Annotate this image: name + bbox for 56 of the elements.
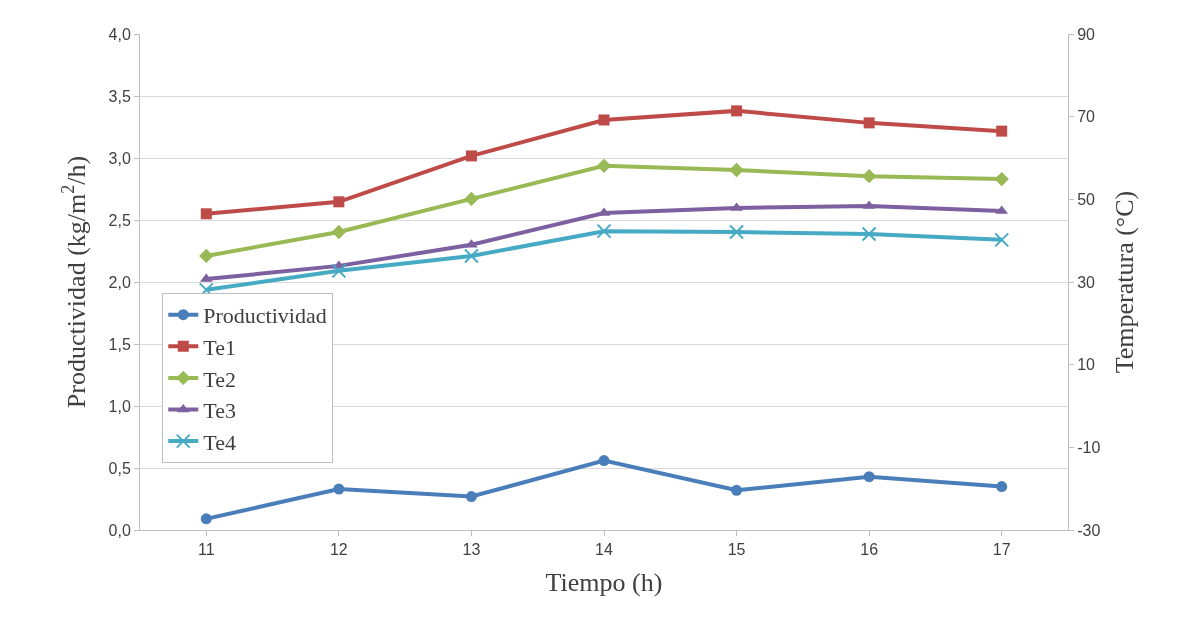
- point: [996, 481, 1008, 493]
- point: [465, 150, 477, 162]
- x-tick-label: 11: [197, 541, 215, 559]
- y-tick-label: 3,5: [108, 87, 131, 105]
- point: [331, 224, 347, 240]
- point: [731, 484, 743, 496]
- point: [598, 114, 610, 126]
- point: [596, 223, 612, 239]
- point: [596, 158, 612, 173]
- point: [598, 455, 610, 467]
- y-tick-label: 1,5: [108, 335, 131, 353]
- y2-tick-label: 90: [1077, 25, 1096, 43]
- x-tick-label: 16: [860, 541, 879, 559]
- y2-tick-label: 10: [1077, 356, 1096, 374]
- x-tick-label: 12: [329, 541, 348, 559]
- x-tick-label: 13: [462, 541, 481, 559]
- point: [200, 208, 212, 220]
- point: [863, 471, 875, 483]
- point: [994, 171, 1009, 187]
- y2-tick-label: 70: [1077, 108, 1096, 126]
- y-tick-label: 3,0: [108, 149, 131, 167]
- y2-tick-label: 50: [1077, 190, 1096, 208]
- x-tick-label: 17: [992, 541, 1011, 559]
- y-tick-label: 4,0: [108, 25, 131, 43]
- point: [331, 263, 347, 279]
- point: [333, 483, 345, 495]
- y2-tick-label: -30: [1077, 521, 1101, 539]
- y2-tick-label: 30: [1077, 273, 1096, 291]
- y-tick-label: 0,0: [108, 521, 131, 539]
- x-axis-title: Tiempo (h): [545, 567, 663, 597]
- x-tick-label: 15: [727, 541, 746, 559]
- legend-label: Te4: [203, 429, 236, 455]
- legend-label: Te2: [203, 366, 236, 392]
- point: [333, 196, 345, 208]
- legend-label: Te3: [203, 398, 236, 424]
- point: [731, 105, 743, 117]
- point: [994, 232, 1010, 248]
- y-tick-label: 2,5: [108, 211, 131, 229]
- point: [729, 162, 744, 178]
- point: [861, 226, 877, 242]
- point: [463, 248, 479, 264]
- point: [200, 513, 212, 525]
- y-tick-label: 2,0: [108, 273, 131, 291]
- point: [199, 248, 214, 264]
- y-tick-label: 0,5: [108, 459, 131, 477]
- y2-tick-label: -10: [1077, 438, 1101, 456]
- legend-label: Productividad: [203, 303, 327, 329]
- legend-label: Te1: [203, 334, 236, 360]
- y-tick-label: 1,0: [108, 397, 131, 415]
- point: [464, 191, 479, 207]
- point: [863, 117, 875, 129]
- point: [996, 125, 1008, 137]
- point: [729, 224, 745, 240]
- y2-axis-title: Temperatura (°C): [1110, 190, 1140, 374]
- point: [465, 491, 477, 503]
- x-tick-label: 14: [595, 541, 613, 559]
